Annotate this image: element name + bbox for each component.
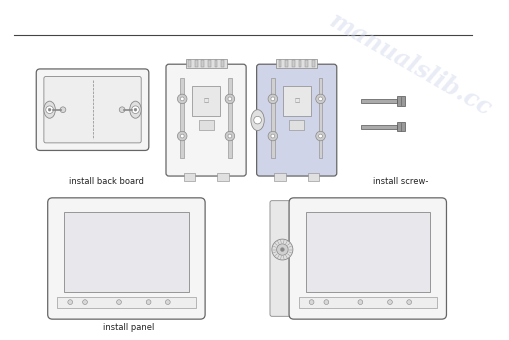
Bar (318, 79, 322, 158)
Bar (285, 61, 288, 67)
Circle shape (180, 134, 184, 138)
Bar (360, 99, 396, 103)
Bar (208, 61, 210, 67)
Bar (201, 61, 204, 67)
Bar (64, 211, 188, 292)
FancyBboxPatch shape (269, 201, 294, 316)
Circle shape (131, 106, 139, 114)
Circle shape (357, 300, 362, 305)
Text: install screw-: install screw- (372, 177, 428, 186)
Bar (312, 61, 314, 67)
Circle shape (46, 106, 53, 114)
Bar (185, 59, 226, 68)
Text: install panel: install panel (103, 323, 154, 332)
Circle shape (323, 300, 328, 305)
Circle shape (82, 300, 87, 305)
Bar (274, 173, 285, 181)
Circle shape (387, 300, 391, 305)
Circle shape (406, 300, 411, 305)
Circle shape (146, 300, 151, 305)
FancyBboxPatch shape (36, 69, 149, 151)
Circle shape (268, 131, 277, 141)
Ellipse shape (44, 101, 55, 118)
Bar (198, 120, 213, 130)
Bar (217, 173, 228, 181)
Bar (307, 173, 319, 181)
Bar (278, 61, 281, 67)
Circle shape (315, 94, 325, 104)
Bar (228, 79, 232, 158)
Circle shape (224, 94, 234, 104)
Bar (305, 211, 429, 292)
Bar (291, 61, 294, 67)
Bar (270, 79, 274, 158)
Circle shape (271, 239, 292, 260)
Circle shape (253, 116, 261, 124)
Bar (276, 59, 317, 68)
Circle shape (270, 97, 274, 101)
Ellipse shape (129, 101, 141, 118)
Text: install back board: install back board (69, 177, 144, 186)
Bar (298, 61, 301, 67)
Text: □: □ (294, 99, 299, 103)
Bar (298, 296, 436, 308)
Circle shape (276, 244, 288, 255)
Circle shape (228, 134, 232, 138)
Bar (305, 61, 307, 67)
Circle shape (318, 134, 322, 138)
Circle shape (177, 94, 187, 104)
Bar (214, 61, 217, 67)
Circle shape (48, 108, 51, 111)
Bar (282, 86, 310, 116)
Bar (57, 296, 195, 308)
Circle shape (177, 131, 187, 141)
Circle shape (68, 300, 72, 305)
Ellipse shape (250, 110, 264, 131)
FancyBboxPatch shape (256, 64, 336, 176)
Circle shape (315, 131, 325, 141)
Bar (194, 61, 197, 67)
Circle shape (318, 97, 322, 101)
Circle shape (308, 300, 314, 305)
Text: □: □ (203, 99, 208, 103)
Bar (360, 125, 396, 129)
Circle shape (268, 94, 277, 104)
Circle shape (180, 97, 184, 101)
Bar (180, 79, 184, 158)
Circle shape (119, 107, 125, 113)
FancyBboxPatch shape (44, 76, 141, 143)
Bar (396, 97, 405, 106)
Circle shape (224, 131, 234, 141)
Circle shape (117, 300, 121, 305)
Circle shape (228, 97, 232, 101)
FancyBboxPatch shape (165, 64, 246, 176)
FancyBboxPatch shape (48, 198, 205, 319)
Circle shape (60, 107, 66, 113)
Circle shape (270, 134, 274, 138)
Bar (289, 120, 303, 130)
Bar (396, 122, 405, 132)
Circle shape (165, 300, 170, 305)
FancyBboxPatch shape (289, 198, 445, 319)
Bar (183, 173, 195, 181)
Bar (191, 86, 220, 116)
Bar (188, 61, 190, 67)
Circle shape (134, 108, 136, 111)
Circle shape (280, 248, 284, 252)
Bar (221, 61, 223, 67)
Text: manualslib.cc: manualslib.cc (324, 9, 495, 121)
